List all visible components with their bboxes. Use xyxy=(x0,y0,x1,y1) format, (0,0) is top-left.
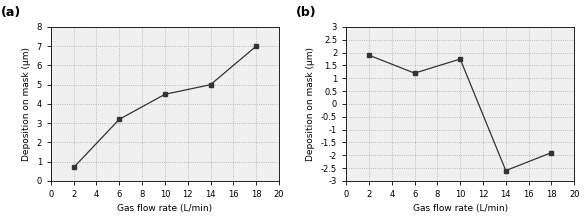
X-axis label: Gas flow rate (L/min): Gas flow rate (L/min) xyxy=(412,205,508,214)
X-axis label: Gas flow rate (L/min): Gas flow rate (L/min) xyxy=(118,205,212,214)
Y-axis label: Deposition on mask (μm): Deposition on mask (μm) xyxy=(307,47,315,161)
Y-axis label: Deposition on mask (μm): Deposition on mask (μm) xyxy=(22,47,31,161)
Text: (b): (b) xyxy=(296,6,316,19)
Text: (a): (a) xyxy=(1,6,21,19)
